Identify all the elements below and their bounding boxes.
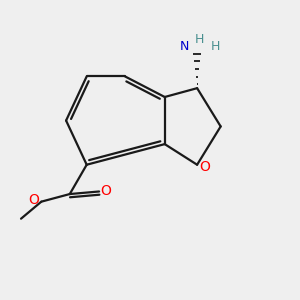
Text: O: O xyxy=(100,184,111,199)
Text: H: H xyxy=(210,40,220,53)
Text: H: H xyxy=(195,33,204,46)
Text: O: O xyxy=(28,193,39,207)
Text: O: O xyxy=(199,160,210,174)
Text: N: N xyxy=(179,40,189,53)
